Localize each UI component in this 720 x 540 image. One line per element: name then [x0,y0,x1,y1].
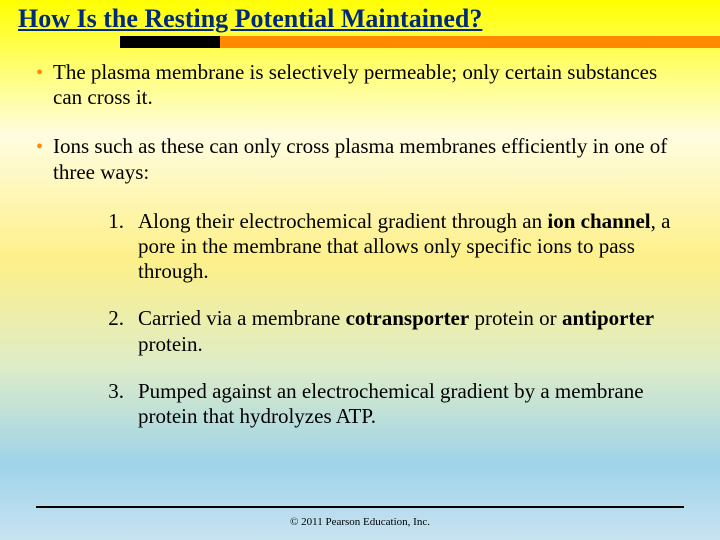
bullet-item: • Ions such as these can only cross plas… [36,134,684,184]
numbered-list: 1. Along their electrochemical gradient … [36,209,684,429]
bullet-dot-icon: • [36,60,43,110]
bullet-dot-icon: • [36,134,43,184]
accent-bar-black [120,36,220,48]
list-item: 1. Along their electrochemical gradient … [98,209,684,285]
bullet-item: • The plasma membrane is selectively per… [36,60,684,110]
footer-divider [36,506,684,508]
list-item: 3. Pumped against an electrochemical gra… [98,379,684,429]
slide-title: How Is the Resting Potential Maintained? [18,4,702,34]
bullet-text: The plasma membrane is selectively perme… [53,60,684,110]
copyright-text: © 2011 Pearson Education, Inc. [0,516,720,528]
accent-bar [0,36,720,48]
list-text: Pumped against an electrochemical gradie… [138,379,684,429]
list-text: Carried via a membrane cotransporter pro… [138,306,684,356]
slide-container: How Is the Resting Potential Maintained?… [0,0,720,540]
list-number: 3. [98,379,124,429]
slide-body: • The plasma membrane is selectively per… [0,48,720,429]
list-text: Along their electrochemical gradient thr… [138,209,684,285]
list-item: 2. Carried via a membrane cotransporter … [98,306,684,356]
accent-bar-orange [220,36,720,48]
title-bar: How Is the Resting Potential Maintained? [0,0,720,36]
list-number: 2. [98,306,124,356]
list-number: 1. [98,209,124,285]
bullet-text: Ions such as these can only cross plasma… [53,134,684,184]
